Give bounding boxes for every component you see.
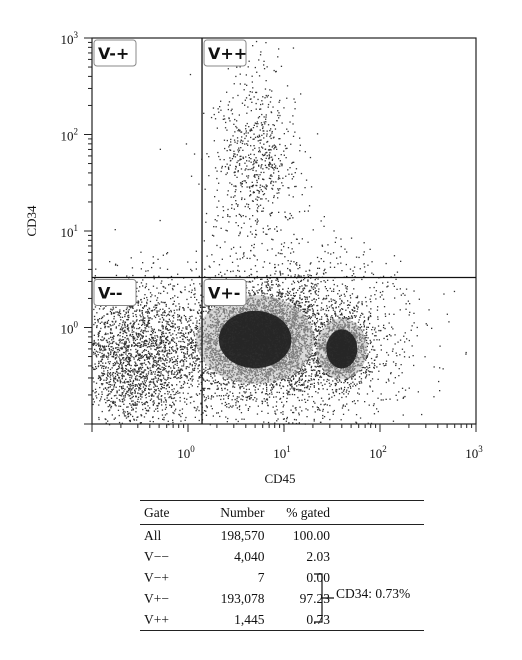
gate-label: V++	[208, 44, 247, 63]
gate-label: V-+	[98, 44, 129, 63]
density-core	[326, 329, 358, 369]
row-pct: 0.00	[306, 570, 331, 585]
header-gate: Gate	[140, 500, 194, 525]
y-tick-label: 101	[61, 223, 79, 240]
x-axis-label: CD45	[264, 471, 295, 486]
x-tick-label: 103	[465, 444, 483, 461]
x-tick-label: 100	[177, 444, 195, 461]
y-tick-label: 100	[61, 320, 79, 337]
table-row: V++ 1,445 0.73	[140, 609, 424, 631]
table-row: All 198,570 100.00	[140, 525, 424, 547]
table-header-row: Gate Number % gated	[140, 500, 424, 525]
row-gate: V++	[140, 609, 194, 631]
gate-label-box	[203, 39, 247, 67]
row-pct: 100.00	[292, 528, 331, 543]
row-pct: 2.03	[306, 549, 331, 564]
table-row: V−− 4,040 2.03	[140, 546, 424, 567]
header-number: Number	[193, 500, 269, 525]
row-number: 198,570	[220, 528, 265, 543]
gate-label: V+-	[208, 283, 240, 302]
row-number: 1,445	[193, 609, 269, 631]
header-pct-gated: % gated	[268, 500, 335, 525]
row-gate: V+−	[144, 591, 169, 606]
row-gate: V−−	[144, 549, 169, 564]
cd34-bracket	[314, 573, 334, 623]
table-row: V−+ 7 0.00	[140, 567, 424, 588]
y-tick-label: 103	[61, 30, 79, 47]
row-number: 7	[257, 570, 265, 585]
row-gate: All	[144, 528, 162, 543]
gate-label-box	[203, 278, 247, 306]
row-number: 4,040	[234, 549, 265, 564]
y-axis-label: CD34	[24, 205, 39, 237]
x-tick-label: 102	[369, 444, 387, 461]
row-number: 193,078	[220, 591, 265, 606]
gate-label: V--	[98, 283, 123, 302]
scatter-plot: 100 101 102 103 100 101 102 103 CD45 CD34 V-+ V++ V-…	[24, 30, 483, 486]
gate-label-box	[93, 278, 137, 306]
cd34-annotation: CD34: 0.73%	[336, 586, 411, 601]
y-tick-label: 102	[61, 127, 79, 144]
row-gate: V−+	[144, 570, 169, 585]
header-annotation	[334, 500, 424, 525]
density-core	[218, 310, 292, 369]
gate-label-box	[93, 39, 137, 67]
x-tick-label: 101	[273, 444, 291, 461]
row-pct: 0.73	[268, 609, 335, 631]
gate-statistics-table: Gate Number % gated All 198,570 100.00 V…	[140, 500, 424, 631]
